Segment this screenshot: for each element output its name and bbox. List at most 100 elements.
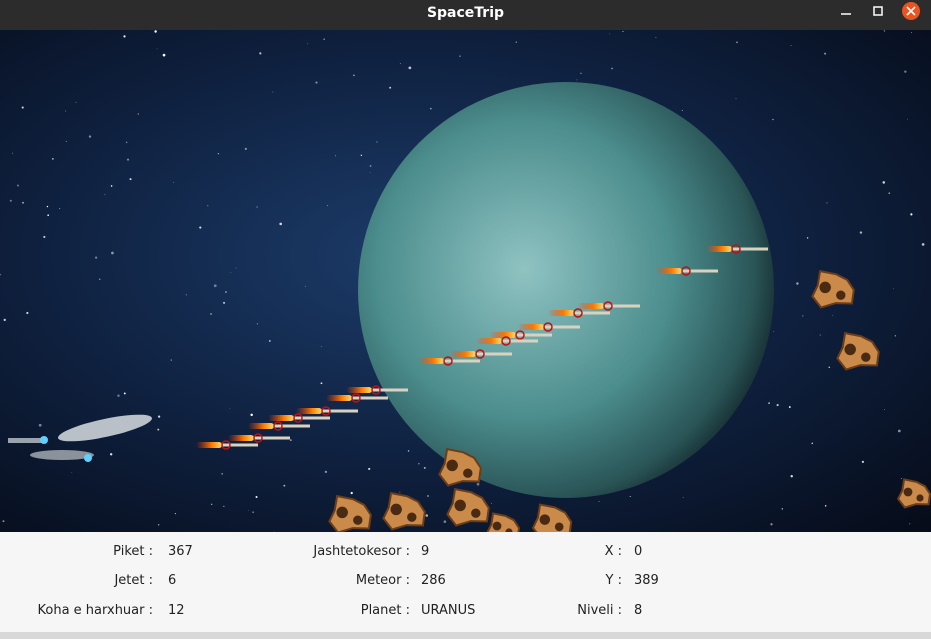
meteor-crater <box>861 352 871 362</box>
missile <box>326 393 388 403</box>
star <box>655 36 657 38</box>
star <box>320 382 323 385</box>
star <box>88 135 92 138</box>
missile-flame <box>248 423 274 429</box>
console-strip <box>0 632 931 639</box>
star <box>230 272 232 273</box>
close-button[interactable] <box>902 2 920 20</box>
star <box>735 98 737 100</box>
missile-ring <box>543 322 553 332</box>
star <box>174 513 176 515</box>
stat-value: URANUS <box>421 603 476 618</box>
star <box>210 312 213 315</box>
star <box>256 206 258 208</box>
star <box>229 408 231 410</box>
star <box>259 52 262 55</box>
missiles <box>196 244 768 450</box>
star <box>256 323 258 325</box>
missile-flame <box>418 358 444 364</box>
missile-ring <box>573 308 583 318</box>
star <box>22 201 24 204</box>
meteors <box>328 269 931 532</box>
star <box>811 442 813 445</box>
star <box>369 165 372 167</box>
star <box>882 181 886 184</box>
stat-value: 9 <box>421 544 430 559</box>
star <box>350 491 353 495</box>
stat-label: Jashtetokesor : <box>313 544 410 559</box>
star <box>770 523 773 526</box>
star <box>272 91 274 93</box>
star <box>826 202 828 204</box>
game-canvas <box>0 30 931 532</box>
missile-ring <box>681 266 691 276</box>
missile-body <box>444 359 480 363</box>
stat-value: 286 <box>421 573 446 588</box>
star <box>806 237 809 239</box>
missile-ring <box>501 336 511 346</box>
star <box>353 74 355 77</box>
star <box>611 67 613 70</box>
missile <box>346 385 408 395</box>
star <box>12 152 13 154</box>
missile-body <box>352 396 388 400</box>
star <box>162 53 166 57</box>
star <box>250 413 253 417</box>
star <box>368 467 371 471</box>
star <box>126 158 130 161</box>
missile <box>228 433 290 443</box>
star <box>244 147 247 150</box>
missile <box>268 413 330 423</box>
missile-flame <box>196 442 222 448</box>
missile-body <box>294 416 330 420</box>
star <box>59 207 61 210</box>
star <box>290 439 292 441</box>
meteor-crater <box>903 487 913 497</box>
star <box>129 178 132 181</box>
star <box>399 63 401 65</box>
meteor-crater <box>819 281 831 294</box>
star <box>111 251 114 255</box>
star <box>252 511 254 513</box>
missile-flame <box>706 246 732 252</box>
star <box>429 107 432 110</box>
star <box>921 243 925 246</box>
meteor-crater <box>505 528 513 532</box>
meteor-crater <box>463 468 473 478</box>
star <box>2 520 5 523</box>
missile <box>706 244 768 254</box>
star <box>157 523 160 526</box>
maximize-button[interactable] <box>873 6 883 16</box>
star <box>71 471 73 473</box>
missile-body <box>372 388 408 392</box>
meteor <box>328 494 372 532</box>
star <box>491 503 493 504</box>
stat-label: Meteor : <box>355 573 410 588</box>
meteor <box>438 447 482 487</box>
star <box>104 194 106 196</box>
star <box>221 473 223 475</box>
missile-body <box>254 436 290 440</box>
star <box>98 278 101 280</box>
star <box>904 70 907 73</box>
stat-label: Koha e harxhuar : <box>37 603 154 618</box>
star <box>608 33 610 35</box>
missile-flame <box>296 408 322 414</box>
missile <box>518 322 580 332</box>
missile-body <box>502 339 538 343</box>
star <box>315 81 318 84</box>
missile-body <box>574 311 610 315</box>
star <box>824 505 827 507</box>
meteor-crater <box>554 522 564 532</box>
star <box>320 346 322 347</box>
star <box>248 509 249 511</box>
stat-label: Planet : <box>360 603 410 618</box>
star <box>773 331 774 332</box>
star <box>515 41 517 43</box>
missile-flame <box>578 303 604 309</box>
star <box>772 118 774 121</box>
star <box>796 282 799 285</box>
star <box>273 530 275 532</box>
star <box>476 482 480 486</box>
